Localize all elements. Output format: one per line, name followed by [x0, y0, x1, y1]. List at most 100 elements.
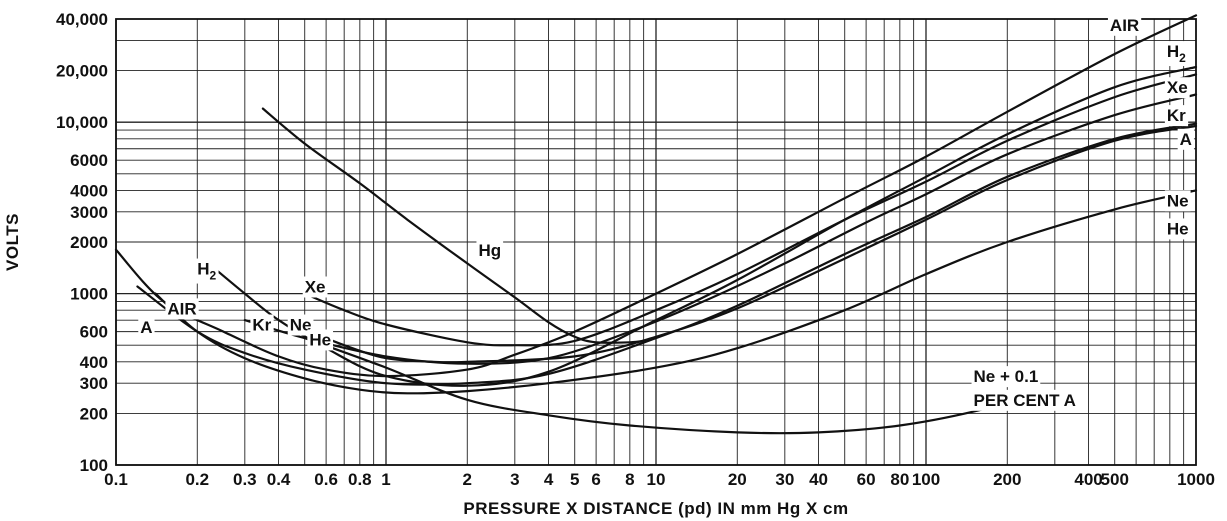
x-tick-label: 20	[728, 470, 747, 489]
x-tick-label: 4	[544, 470, 554, 489]
series-line-h2	[207, 65, 1198, 387]
series-label-backing	[1164, 218, 1191, 240]
y-tick-label: 400	[80, 353, 108, 372]
series-line-ne-0-1-per-cent-a	[303, 337, 1035, 435]
x-tick-label: 200	[993, 470, 1021, 489]
y-tick-label: 300	[80, 374, 108, 393]
series-label-text: Xe	[305, 278, 326, 297]
x-tick-label: 5	[570, 470, 579, 489]
y-tick-label: 2000	[70, 233, 108, 252]
series-label-text: A	[1180, 130, 1192, 149]
series-label-backing	[302, 276, 328, 298]
x-tick-label: 0.3	[233, 470, 257, 489]
series-label: Ne	[1164, 190, 1191, 212]
series-label: A	[1177, 128, 1194, 150]
series-label: A	[138, 316, 155, 338]
series-label-backing	[1164, 41, 1189, 67]
y-tick-label: 3000	[70, 203, 108, 222]
series-label: AIR	[1107, 14, 1142, 36]
series-label-text: AIR	[167, 299, 196, 318]
series-label-text: Xe	[1167, 78, 1188, 97]
series-line-kr	[243, 93, 1198, 365]
series-label-backing	[138, 316, 155, 338]
series-label-text: A	[140, 318, 152, 337]
series-label: Xe	[302, 276, 328, 298]
series-label-text: He	[1167, 219, 1189, 238]
series-label: Ne + 0.1	[971, 366, 1041, 388]
series-label: Kr	[250, 314, 274, 336]
x-tick-label: 3	[510, 470, 519, 489]
y-tick-label: 100	[80, 456, 108, 475]
series-line-ne	[303, 124, 1198, 364]
series-label: PER CENT A	[971, 389, 1078, 411]
series-label: Xe	[1164, 77, 1190, 99]
x-tick-label: 0.4	[267, 470, 291, 489]
series-line-air	[114, 14, 1198, 378]
x-tick-labels: 0.1 0.2 0.3 0.4 0.6 0.8 1 2 3 4 5 6 8 10 20 30 40 60 80 100…	[104, 470, 1215, 489]
series-label-backing	[195, 258, 219, 284]
series-curves	[114, 14, 1198, 435]
series-label-backing	[165, 298, 199, 320]
y-axis-label: VOLTS	[3, 213, 22, 271]
series-line-a	[136, 122, 1198, 386]
series-line-xe	[303, 73, 1198, 347]
x-tick-label: 6	[591, 470, 600, 489]
series-label-backing	[1164, 105, 1189, 127]
series-label: He	[1164, 218, 1191, 240]
x-tick-label: 8	[625, 470, 634, 489]
x-tick-label: 0.8	[348, 470, 372, 489]
series-label-backing	[307, 329, 334, 351]
x-axis-label: PRESSURE X DISTANCE (pd) IN mm Hg X cm	[463, 499, 848, 518]
series-label-text: Hg	[478, 241, 501, 260]
x-tick-label: 80	[890, 470, 909, 489]
x-tick-label: 1000	[1177, 470, 1215, 489]
series-label-backing	[971, 389, 1078, 411]
series-line-he	[154, 189, 1198, 395]
series-label: He	[307, 329, 334, 351]
x-tick-label: 500	[1101, 470, 1129, 489]
plot-frame	[115, 18, 1197, 466]
y-tick-label: 10,000	[56, 113, 108, 132]
x-tick-label: 0.1	[104, 470, 128, 489]
x-tick-label: 0.6	[314, 470, 338, 489]
series-label-text: He	[309, 330, 331, 349]
x-tick-label: 100	[912, 470, 940, 489]
series-label-text: Ne	[290, 316, 312, 335]
series-label-backing	[250, 314, 274, 336]
x-tick-label: 400	[1074, 470, 1102, 489]
series-label-text: AIR	[1110, 16, 1139, 35]
y-tick-label: 600	[80, 323, 108, 342]
y-tick-label: 40,000	[56, 10, 108, 29]
x-tick-label: 40	[809, 470, 828, 489]
series-line-hg	[261, 107, 645, 344]
series-label: Hg	[476, 239, 504, 261]
series-label-backing	[971, 366, 1041, 388]
y-tick-label: 20,000	[56, 62, 108, 81]
series-label-backing	[1164, 190, 1191, 212]
x-tick-label: 60	[857, 470, 876, 489]
series-label-text: Ne	[1167, 191, 1189, 210]
x-tick-label: 10	[647, 470, 666, 489]
series-label-backing	[1107, 14, 1142, 36]
y-tick-label: 1000	[70, 285, 108, 304]
x-tick-label: 0.2	[185, 470, 209, 489]
series-label-backing	[1177, 128, 1194, 150]
series-label: H2	[195, 258, 219, 284]
series-label-backing	[287, 314, 314, 336]
series-label-backing	[476, 239, 504, 261]
y-tick-label: 6000	[70, 151, 108, 170]
x-tick-label: 1	[381, 470, 390, 489]
series-label: Ne	[287, 314, 314, 336]
series-label: H2	[1164, 41, 1189, 67]
y-tick-label: 4000	[70, 181, 108, 200]
y-tick-labels: 100 200 300 400 600 1000 2000 3000 4000 6000 10,00…	[56, 10, 108, 475]
series-label: AIR	[165, 298, 199, 320]
y-tick-label: 200	[80, 404, 108, 423]
series-label-backing	[1164, 77, 1190, 99]
series-label-text: Kr	[252, 316, 271, 335]
series-label-text: Ne + 0.1	[974, 367, 1039, 386]
x-tick-label: 2	[463, 470, 472, 489]
series-label-text: Kr	[1167, 106, 1186, 125]
